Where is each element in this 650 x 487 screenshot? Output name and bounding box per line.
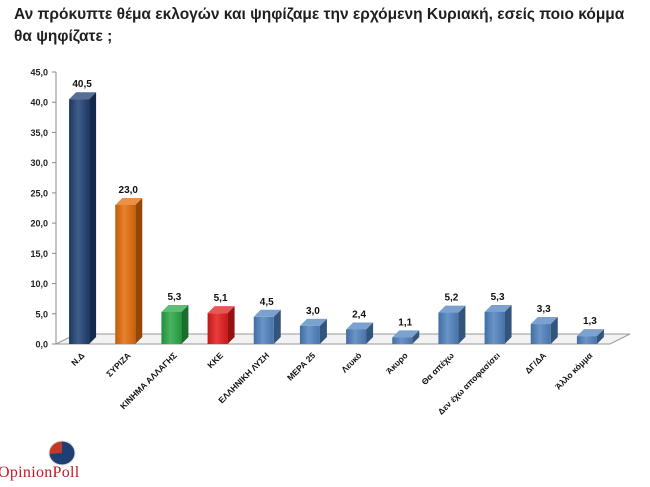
x-tick-label: Άκυρο xyxy=(384,350,410,376)
bar-top xyxy=(299,318,327,326)
bar-side xyxy=(504,304,512,344)
y-tick-label: 45,0 xyxy=(30,68,48,78)
y-tick-label: 10,0 xyxy=(30,279,48,289)
chart-title: Αν πρόκυπτε θέμα εκλογών και ψηφίζαμε τη… xyxy=(14,6,625,45)
bar-side xyxy=(89,92,97,344)
bar xyxy=(392,337,413,344)
bar-side xyxy=(366,322,374,344)
bar-value-label: 3,3 xyxy=(537,304,551,315)
bar xyxy=(207,313,228,344)
bar-top xyxy=(207,306,235,314)
bar-top xyxy=(69,92,97,100)
y-tick-label: 40,0 xyxy=(30,98,48,108)
y-tick-label: 35,0 xyxy=(30,128,48,138)
y-tick-label: 15,0 xyxy=(30,249,48,259)
bar-value-label: 23,0 xyxy=(119,185,139,196)
bar xyxy=(438,312,459,344)
x-tick-label: Λευκό xyxy=(339,350,363,374)
x-tick-label: Άλλο κόμμα xyxy=(553,350,595,392)
y-tick-label: 25,0 xyxy=(30,188,48,198)
x-tick-label: Θα απέχω xyxy=(419,350,456,387)
bar xyxy=(576,336,597,344)
x-tick-label: ΣΥΡΙΖΑ xyxy=(104,350,132,378)
bar-top xyxy=(161,304,189,312)
x-tick-label: ΚΚΕ xyxy=(205,350,225,370)
x-tick-label: Ν.Δ xyxy=(69,350,86,367)
y-tick-label: 20,0 xyxy=(30,219,48,229)
bar xyxy=(69,99,90,344)
bar-side xyxy=(550,317,558,344)
bar-top xyxy=(392,330,420,338)
bar-value-label: 1,1 xyxy=(398,317,412,328)
bar-value-label: 5,3 xyxy=(491,292,505,303)
bar-side xyxy=(412,330,420,344)
bar-value-label: 40,5 xyxy=(72,79,92,90)
bar-top xyxy=(530,317,558,325)
bar-top xyxy=(576,329,604,337)
bar-value-label: 4,5 xyxy=(260,297,274,308)
bar-value-label: 5,1 xyxy=(214,293,228,304)
logo-text: OpinionPoll xyxy=(0,464,80,481)
bar-side xyxy=(135,197,143,344)
bar-value-label: 5,2 xyxy=(444,293,458,304)
bar xyxy=(253,316,274,344)
bar-value-label: 1,3 xyxy=(583,316,597,327)
bar-side xyxy=(227,306,235,344)
y-tick-label: 5,0 xyxy=(35,309,48,319)
bar-value-label: 2,4 xyxy=(352,309,366,320)
bar-top xyxy=(115,197,143,205)
bar-top xyxy=(346,322,374,330)
bar-side xyxy=(596,329,604,344)
bar-side xyxy=(458,305,466,344)
bar-top xyxy=(484,304,512,312)
opinionpoll-logo: OpinionPoll xyxy=(0,434,100,487)
bar xyxy=(115,204,136,344)
bar-value-label: 5,3 xyxy=(167,292,181,303)
bar-side xyxy=(319,318,327,344)
x-tick-label: ΔΓ/ΔΑ xyxy=(523,350,548,375)
bar-top xyxy=(438,305,466,313)
y-tick-label: 30,0 xyxy=(30,158,48,168)
x-tick-label: ΕΛΛΗΝΙΚΗ ΛΥΣΗ xyxy=(216,350,271,405)
bar xyxy=(299,325,320,344)
bar xyxy=(484,311,505,344)
bar-top xyxy=(253,309,281,317)
bar xyxy=(161,311,182,344)
bar-value-label: 3,0 xyxy=(306,306,320,317)
pie-logo-icon xyxy=(48,440,76,466)
bar-side xyxy=(273,309,281,344)
bar xyxy=(346,329,367,344)
bar-side xyxy=(181,304,189,344)
bar xyxy=(530,324,551,344)
x-tick-label: ΜΕΡΑ 25 xyxy=(285,350,318,383)
y-tick-label: 0,0 xyxy=(35,340,48,350)
